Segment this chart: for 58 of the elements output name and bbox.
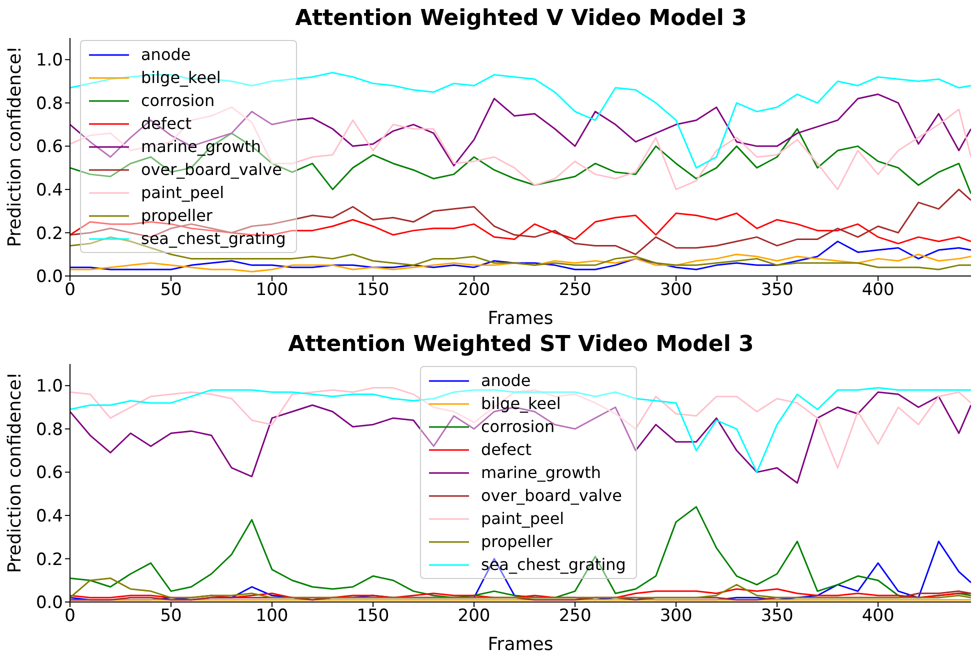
x-tick-label: 100 (256, 280, 288, 300)
y-tick-label: 0.6 (36, 463, 63, 484)
legend-label: defect (481, 440, 532, 459)
legend-label: sea_chest_grating (481, 555, 626, 574)
x-tick-label: 400 (862, 280, 894, 300)
legend-label: marine_growth (481, 463, 602, 482)
legend-label: over_board_valve (481, 486, 622, 505)
y-tick-label: 1.0 (36, 376, 63, 397)
legend-label: paint_peel (141, 183, 224, 202)
chart-title: Attention Weighted V Video Model 3 (294, 6, 748, 31)
x-tick-label: 200 (458, 606, 490, 626)
x-tick-label: 400 (862, 606, 894, 626)
y-tick-label: 0.8 (36, 420, 63, 440)
x-tick-label: 350 (760, 280, 794, 300)
y-tick-label: 0.0 (36, 593, 63, 614)
y-tick-label: 1.0 (36, 50, 63, 71)
x-tick-label: 50 (160, 280, 182, 300)
x-tick-label: 0 (64, 280, 76, 300)
line-series (70, 577, 971, 598)
x-tick-label: 250 (558, 280, 592, 300)
line-series (70, 506, 971, 598)
x-tick-label: 150 (356, 280, 390, 300)
y-tick-label: 0.2 (36, 550, 63, 570)
x-tick-label: 50 (160, 606, 182, 626)
legend-label: anode (481, 371, 531, 390)
legend-label: defect (141, 114, 192, 133)
x-tick-label: 300 (660, 606, 692, 626)
x-tick-label: 100 (256, 606, 288, 626)
x-tick-label: 150 (356, 606, 390, 626)
legend-label: paint_peel (481, 509, 564, 528)
legend-label: corrosion (141, 91, 215, 110)
legend-label: anode (141, 45, 191, 64)
legend-label: marine_growth (141, 137, 262, 156)
x-tick-label: 0 (64, 606, 76, 626)
y-tick-label: 0.6 (36, 137, 63, 158)
legend-label: bilge_keel (481, 394, 561, 413)
y-tick-label: 0.0 (36, 267, 63, 288)
x-axis-title: Frames (488, 634, 554, 653)
legend-label: over_board_valve (141, 160, 282, 179)
y-tick-label: 0.4 (36, 180, 63, 200)
x-tick-label: 350 (760, 606, 794, 626)
legend-label: propeller (481, 532, 552, 551)
line-series (70, 254, 971, 272)
y-tick-label: 0.8 (36, 94, 63, 114)
y-tick-label: 0.4 (36, 506, 63, 526)
y-tick-label: 0.2 (36, 224, 63, 244)
x-tick-label: 200 (458, 280, 490, 300)
y-axis-title: Prediction confidence! (4, 372, 26, 573)
x-tick-label: 300 (660, 280, 692, 300)
legend-label: sea_chest_grating (141, 229, 286, 248)
x-axis-title: Frames (488, 308, 554, 329)
legend-label: corrosion (481, 417, 555, 436)
y-axis-title: Prediction confidence! (4, 46, 26, 247)
line-series (70, 391, 971, 484)
legend-label: bilge_keel (141, 68, 221, 87)
chart-title: Attention Weighted ST Video Model 3 (287, 332, 755, 357)
legend-label: propeller (141, 206, 212, 225)
x-tick-label: 250 (558, 606, 592, 626)
